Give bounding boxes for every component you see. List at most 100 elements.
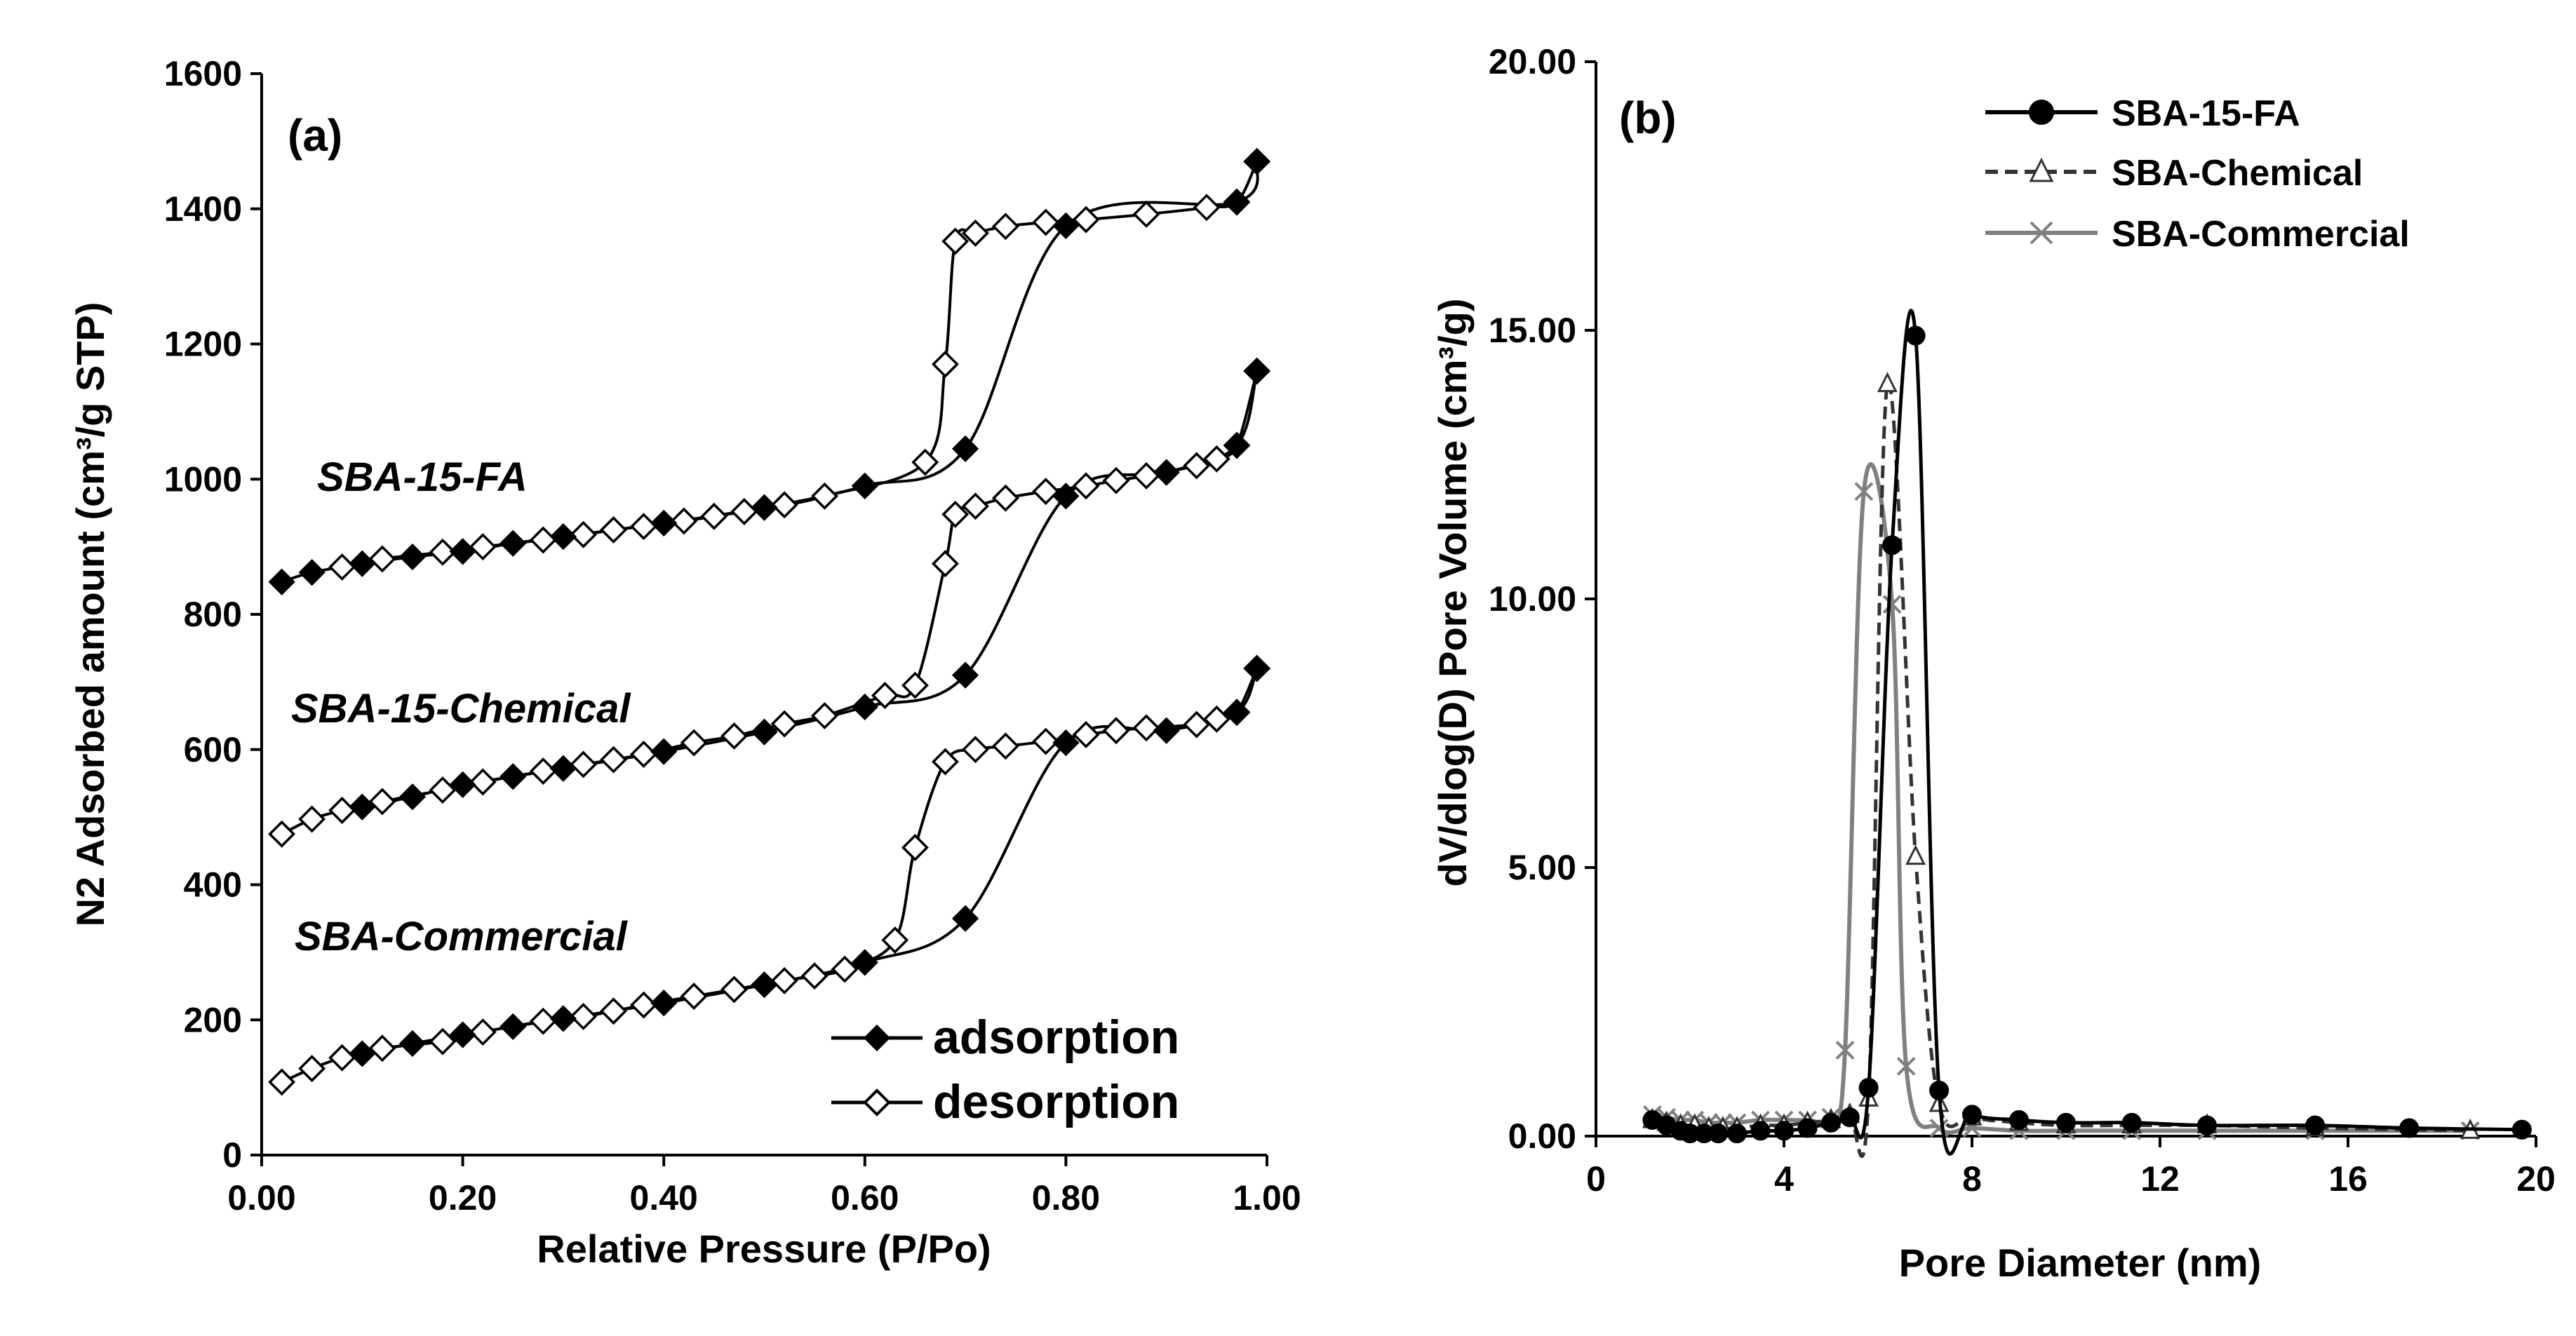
panel-b-y-tick-label: 5.00 bbox=[1508, 848, 1576, 887]
panel-a-sample-label-sba-15-fa: SBA-15-FA bbox=[317, 454, 528, 500]
panel-a-sba-15-chemical-desorption-point bbox=[328, 797, 356, 824]
panel-a-sba-commercial-adsorption-point bbox=[398, 1030, 427, 1058]
panel-a-sba-15-chemical-desorption-point bbox=[941, 500, 970, 528]
panel-a-sba-15-fa-adsorption-point bbox=[1223, 188, 1251, 216]
panel-a-sba-15-chemical-desorption-point bbox=[1202, 445, 1230, 473]
panel-b-legend-sba-commercial-text: SBA-Commercial bbox=[2112, 214, 2410, 255]
panel-a-legend-desorption-text: desorption bbox=[933, 1075, 1179, 1128]
panel-b-sba-15-fa-point bbox=[2399, 1118, 2420, 1138]
panel-a-sba-15-chemical-desorption-point bbox=[871, 682, 899, 710]
panel-b-sba-15-fa-point bbox=[1727, 1124, 1747, 1144]
panel-a-adsorption-isotherm: 0 200 400 600 800 1000 1200 1400 1600 0.00 0.20 0.4… bbox=[68, 54, 1301, 1271]
panel-b-sba-chemical-line bbox=[1651, 379, 2471, 1159]
panel-a-sba-15-chemical-adsorption-point bbox=[751, 718, 778, 745]
panel-a-sba-15-chemical-adsorption-point bbox=[549, 755, 577, 782]
panel-a-sba-commercial-adsorption-point bbox=[751, 971, 778, 999]
panel-a-sba-commercial-desorption-point bbox=[931, 748, 959, 776]
panel-b-legend-sba-chemical-text: SBA-Chemical bbox=[2112, 153, 2363, 194]
panel-a-sba-15-chemical-adsorption-point bbox=[1223, 431, 1251, 459]
panel-a-sba-15-fa-desorption-point bbox=[570, 520, 598, 548]
panel-b-sba-15-fa-point bbox=[1929, 1080, 1950, 1100]
panel-a-sba-15-fa-desorption-point bbox=[911, 448, 939, 476]
panel-b-x-tick-label: 8 bbox=[1962, 1159, 1982, 1199]
panel-b-sba-15-fa-point bbox=[1774, 1121, 1794, 1141]
panel-b-legend-sba-commercial-marker bbox=[2030, 221, 2053, 245]
panel-a-sba-15-fa-adsorption-point bbox=[398, 543, 427, 571]
panel-a-sba-15-fa-desorption-point bbox=[600, 516, 628, 544]
panel-a-sba-15-chemical-desorption-point bbox=[570, 750, 598, 778]
panel-a-label: (a) bbox=[288, 110, 342, 161]
panel-a-sba-15-chemical-adsorption-line bbox=[361, 370, 1259, 809]
panel-a-sba-15-chemical-desorption-point bbox=[931, 550, 959, 578]
panel-a-sba-15-fa-desorption-point bbox=[469, 533, 497, 561]
panel-b-sba-15-fa-line bbox=[1651, 309, 2522, 1156]
panel-b-sba-chemical-point bbox=[1877, 372, 1898, 393]
panel-b-sba-15-fa-point bbox=[2009, 1110, 2029, 1131]
panel-a-sba-commercial-desorption-point bbox=[1132, 714, 1160, 742]
panel-a-sba-15-chemical-adsorption-point bbox=[1052, 483, 1080, 510]
panel-a-x-tick-label: 0.40 bbox=[630, 1178, 698, 1217]
panel-a-y-axis-title: N2 Adsorbed amount (cm³/g STP) bbox=[68, 302, 112, 927]
panel-b-y-tick-label: 10.00 bbox=[1489, 579, 1576, 619]
panel-a-x-tick-label: 0.60 bbox=[831, 1178, 899, 1217]
panel-a-sba-15-fa-desorption-point bbox=[429, 538, 457, 566]
panel-b-x-axis-title: Pore Diameter (nm) bbox=[1899, 1241, 2262, 1285]
panel-a-sba-commercial-desorption-point bbox=[298, 1055, 326, 1083]
panel-a-sba-15-chemical-adsorption-point bbox=[398, 783, 427, 811]
panel-a-y-tick-label: 400 bbox=[184, 865, 242, 905]
panel-a-sba-15-chemical-desorption-point bbox=[1032, 478, 1060, 506]
panel-b-ticks: 0.00 5.00 10.00 15.00 20.00 0 4 8 12 16 20 bbox=[1489, 42, 2556, 1199]
panel-a-sba-15-fa-desorption-point bbox=[328, 553, 356, 581]
panel-a-sba-commercial-desorption-point bbox=[630, 991, 658, 1019]
panel-a-sba-15-fa-adsorption-line bbox=[281, 161, 1259, 583]
panel-a-sample-label-sba-commercial: SBA-Commercial bbox=[295, 914, 629, 959]
panel-a-sba-commercial-adsorption-point bbox=[1223, 699, 1251, 726]
panel-a-sba-commercial-adsorption-point bbox=[851, 949, 878, 976]
panel-a-sba-commercial-desorption-point bbox=[1102, 717, 1130, 745]
panel-a-sba-commercial-desorption-point bbox=[770, 966, 798, 994]
panel-a-sba-15-chemical-desorption-point bbox=[529, 757, 557, 785]
panel-a-sba-15-chemical-desorption-point bbox=[429, 776, 457, 804]
panel-a-sba-15-chemical-desorption-point bbox=[469, 768, 497, 796]
panel-a-sba-15-fa-adsorption-point bbox=[650, 509, 678, 537]
panel-b-sba-15-fa-point bbox=[2511, 1119, 2532, 1140]
panel-a-sba-commercial-desorption-point bbox=[1032, 727, 1060, 755]
panel-b-sba-commercial-point bbox=[1896, 1057, 1916, 1076]
panel-a-sba-15-chemical-desorption-point bbox=[268, 820, 296, 848]
panel-a-sba-15-chemical-adsorption-point bbox=[1153, 459, 1180, 486]
panel-a-sba-commercial-desorption-point bbox=[991, 732, 1019, 760]
panel-a-sba-commercial-desorption-point bbox=[600, 997, 628, 1025]
panel-a-sba-15-chemical-adsorption-point bbox=[499, 763, 527, 790]
panel-a-sba-15-fa-adsorption-point bbox=[499, 529, 527, 557]
panel-b-x-tick-label: 0 bbox=[1586, 1159, 1606, 1199]
panel-a-sba-15-chemical-adsorption-point bbox=[1243, 357, 1270, 385]
panel-a-ticks: 0 200 400 600 800 1000 1200 1400 1600 0.00 0.20 0.4… bbox=[164, 54, 1301, 1217]
panel-a-sba-commercial-desorption-point bbox=[368, 1034, 396, 1062]
panel-b-sba-commercial-point bbox=[1882, 595, 1902, 614]
panel-a-y-tick-label: 1400 bbox=[164, 189, 242, 229]
panel-b-sba-commercial-point bbox=[1854, 482, 1874, 501]
panel-a-y-tick-label: 600 bbox=[184, 730, 242, 769]
panel-b-y-tick-label: 0.00 bbox=[1508, 1116, 1576, 1156]
panel-b-x-tick-label: 16 bbox=[2328, 1159, 2368, 1199]
panel-b-label: (b) bbox=[1619, 93, 1677, 143]
panel-b-legend-sba-chemical-marker bbox=[2029, 157, 2054, 182]
panel-a-sba-commercial-desorption-point bbox=[469, 1018, 497, 1046]
panel-b-series bbox=[1642, 309, 2532, 1159]
panel-a-sba-commercial-desorption-point bbox=[268, 1068, 296, 1096]
panel-a-sba-15-chemical-adsorption-point bbox=[650, 738, 678, 765]
panel-b-sba-commercial-point bbox=[1835, 1041, 1855, 1060]
panel-a-sba-15-fa-desorption-point bbox=[991, 212, 1019, 241]
panel-a-sba-15-fa-adsorption-point bbox=[549, 523, 577, 551]
panel-a-sba-15-chemical-desorption-point bbox=[680, 729, 708, 757]
panel-a-sba-commercial-desorption-point bbox=[901, 834, 929, 861]
panel-b-legend-sba-15-fa-text: SBA-15-FA bbox=[2112, 93, 2300, 134]
panel-a-sba-15-chemical-adsorption-point bbox=[449, 771, 476, 798]
panel-a-sba-commercial-desorption-point bbox=[1202, 705, 1230, 733]
panel-a-series bbox=[268, 147, 1271, 1096]
panel-a-sba-15-fa-adsorption-point bbox=[298, 559, 326, 586]
panel-a-sba-15-fa-desorption-point bbox=[670, 507, 698, 535]
panel-a-sba-15-chemical-desorption-point bbox=[298, 805, 326, 833]
panel-a-sba-15-chemical-desorption-point bbox=[720, 722, 748, 750]
panel-b-sba-15-fa-point bbox=[2197, 1115, 2217, 1135]
